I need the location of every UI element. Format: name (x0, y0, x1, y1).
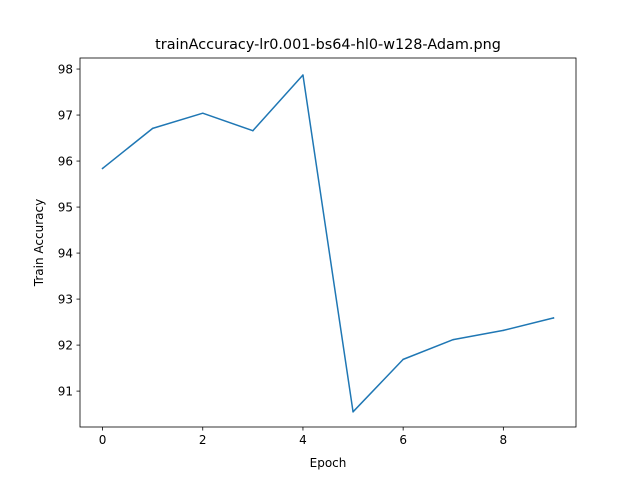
y-tick-label: 95 (58, 201, 73, 215)
data-point (151, 127, 154, 130)
y-tick-label: 96 (58, 155, 73, 169)
data-point (302, 74, 304, 76)
y-tick-label: 93 (58, 293, 73, 307)
data-point (101, 167, 104, 170)
series-line (101, 74, 555, 413)
series-layer (101, 74, 555, 413)
y-tick-label: 94 (58, 247, 73, 261)
x-axis-label: Epoch (310, 456, 347, 470)
y-axis-ticks: 91 92 93 94 95 96 97 98 (58, 63, 80, 399)
x-tick-label: 8 (500, 433, 508, 447)
y-axis-label: Train Accuracy (32, 199, 46, 287)
data-point (452, 338, 455, 341)
y-tick-label: 92 (58, 339, 73, 353)
data-point (502, 329, 505, 332)
x-tick-label: 4 (299, 433, 307, 447)
data-point (552, 317, 555, 319)
x-axis-ticks: 0 2 4 6 8 (99, 427, 507, 447)
y-tick-label: 91 (58, 385, 73, 399)
x-tick-label: 6 (399, 433, 407, 447)
axes-frame (79, 57, 577, 428)
data-point (201, 112, 204, 114)
data-point (252, 129, 254, 132)
plot-area: 0 2 4 6 8 91 92 93 94 95 96 97 98 (58, 57, 577, 447)
y-tick-label: 97 (58, 109, 73, 123)
chart-title: trainAccuracy-lr0.001-bs64-hl0-w128-Adam… (155, 37, 501, 53)
y-tick-label: 98 (58, 63, 73, 77)
x-tick-label: 0 (99, 433, 107, 447)
data-point (402, 358, 404, 361)
x-tick-label: 2 (199, 433, 207, 447)
data-point (352, 411, 354, 413)
